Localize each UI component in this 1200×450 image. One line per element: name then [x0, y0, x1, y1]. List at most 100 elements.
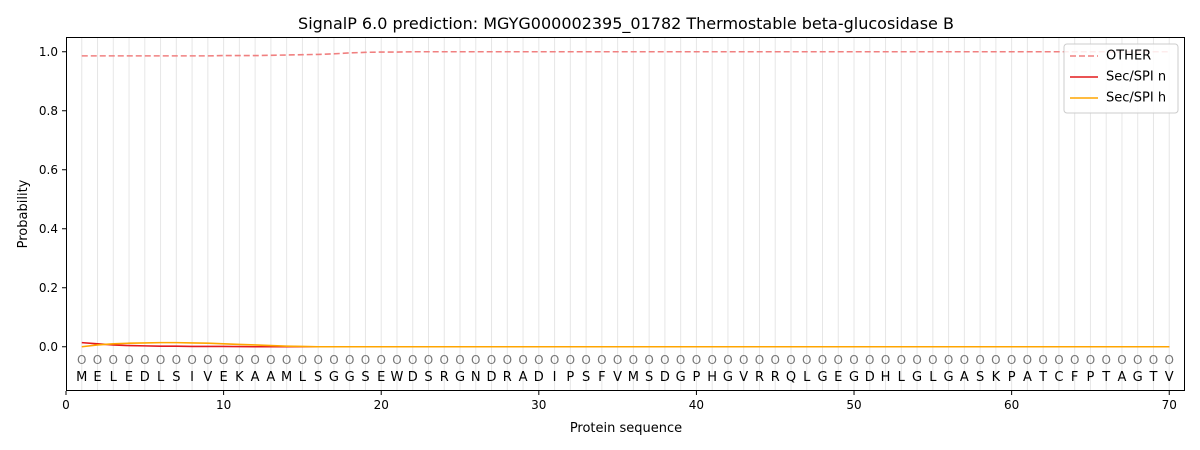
- predicted-label: O: [1165, 353, 1174, 367]
- predicted-label: O: [1149, 353, 1158, 367]
- predicted-label: O: [786, 353, 795, 367]
- residue-letter: R: [503, 370, 512, 385]
- predicted-label: O: [345, 353, 354, 367]
- predicted-label: O: [723, 353, 732, 367]
- predicted-label: O: [770, 353, 779, 367]
- residue-letter: L: [898, 370, 906, 385]
- chart-title: SignalP 6.0 prediction: MGYG000002395_01…: [298, 14, 954, 34]
- predicted-label: O: [1086, 353, 1095, 367]
- predicted-label: O: [424, 353, 433, 367]
- predicted-label: O: [313, 353, 322, 367]
- predicted-label: O: [124, 353, 133, 367]
- predicted-label: O: [203, 353, 212, 367]
- predicted-label: O: [219, 353, 228, 367]
- predicted-label: O: [376, 353, 385, 367]
- predicted-label: O: [187, 353, 196, 367]
- predicted-label: O: [408, 353, 417, 367]
- predicted-label: O: [849, 353, 858, 367]
- residue-letter: S: [314, 370, 322, 385]
- residue-letter: D: [660, 370, 670, 385]
- plot-frame: [66, 37, 1185, 391]
- predicted-label: O: [1038, 353, 1047, 367]
- residue-letter: E: [125, 370, 133, 385]
- residue-letter: G: [1133, 370, 1143, 385]
- residue-letter: P: [1087, 370, 1095, 385]
- residue-letter: K: [992, 370, 1001, 385]
- residue-letter: T: [1149, 370, 1158, 385]
- residue-letter: V: [613, 370, 622, 385]
- predicted-label: O: [392, 353, 401, 367]
- residue-letter: A: [1023, 370, 1032, 385]
- predicted-label: O: [77, 353, 86, 367]
- x-axis-label: Protein sequence: [570, 421, 682, 436]
- residue-letter: H: [707, 370, 717, 385]
- predicted-label: O: [566, 353, 575, 367]
- residue-letter: E: [377, 370, 385, 385]
- predicted-label: O: [865, 353, 874, 367]
- predicted-label: O: [613, 353, 622, 367]
- residue-letter: S: [645, 370, 653, 385]
- predicted-label: O: [676, 353, 685, 367]
- residue-letter: A: [266, 370, 275, 385]
- predicted-label: O: [235, 353, 244, 367]
- residue-letter: L: [299, 370, 307, 385]
- residue-letter: E: [93, 370, 101, 385]
- residue-letter: L: [110, 370, 118, 385]
- residue-letter: L: [157, 370, 165, 385]
- predicted-label: O: [298, 353, 307, 367]
- residue-letter: P: [566, 370, 574, 385]
- residue-letter: A: [960, 370, 969, 385]
- x-tick-label: 40: [689, 398, 704, 412]
- residue-letter: S: [424, 370, 432, 385]
- residue-letter: P: [693, 370, 701, 385]
- predicted-label: O: [991, 353, 1000, 367]
- predicted-label: O: [518, 353, 527, 367]
- residue-letter: S: [361, 370, 369, 385]
- predicted-label: O: [755, 353, 764, 367]
- residue-letter: G: [723, 370, 733, 385]
- residue-letter: D: [140, 370, 150, 385]
- x-tick-label: 0: [62, 398, 70, 412]
- residue-letter: R: [440, 370, 449, 385]
- residue-letter: D: [865, 370, 875, 385]
- probability-lines: [81, 50, 1170, 348]
- predicted-label: O: [881, 353, 890, 367]
- y-tick-label: 0.6: [39, 163, 58, 177]
- legend-label: Sec/SPI n: [1106, 70, 1166, 85]
- x-tick-label: 70: [1162, 398, 1177, 412]
- residue-letter: C: [1054, 370, 1063, 385]
- x-tick-label: 30: [531, 398, 546, 412]
- predicted-label: O: [361, 353, 370, 367]
- predicted-label: O: [550, 353, 559, 367]
- predicted-label: O: [944, 353, 953, 367]
- legend-box: [1063, 43, 1179, 114]
- predicted-label: O: [534, 353, 543, 367]
- predicted-label: O: [109, 353, 118, 367]
- residue-letter: F: [598, 370, 605, 385]
- predicted-label: O: [834, 353, 843, 367]
- predicted-label: O: [928, 353, 937, 367]
- y-tick-label: 0.4: [39, 222, 58, 236]
- x-tick-label: 20: [374, 398, 389, 412]
- y-axis: 0.0 0.2 0.4 0.6 0.8 1.0: [39, 45, 66, 354]
- residue-letter: D: [487, 370, 497, 385]
- residue-letter: G: [817, 370, 827, 385]
- residue-letter: G: [329, 370, 339, 385]
- predicted-label: O: [629, 353, 638, 367]
- residue-letter: L: [803, 370, 811, 385]
- residue-letter: A: [1118, 370, 1127, 385]
- predicted-label: O: [581, 353, 590, 367]
- predicted-label: O: [1101, 353, 1110, 367]
- x-tick-label: 10: [216, 398, 231, 412]
- residue-letter: S: [172, 370, 180, 385]
- residue-letter: M: [76, 370, 87, 385]
- predicted-label: O: [960, 353, 969, 367]
- residue-letter: W: [391, 370, 404, 385]
- predicted-label: O: [660, 353, 669, 367]
- predicted-label: O: [329, 353, 338, 367]
- residue-letter: S: [976, 370, 984, 385]
- residue-letter: T: [1038, 370, 1047, 385]
- residue-letter: A: [251, 370, 260, 385]
- predicted-label: O: [503, 353, 512, 367]
